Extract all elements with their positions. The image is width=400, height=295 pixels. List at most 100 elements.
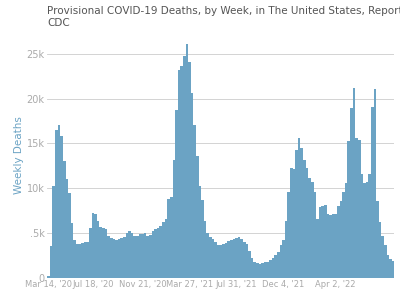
Bar	[355, 138, 358, 278]
Bar	[272, 258, 274, 278]
Bar	[162, 222, 165, 278]
Bar	[157, 227, 160, 278]
Bar	[144, 233, 146, 278]
Bar	[154, 229, 157, 278]
Bar	[280, 245, 282, 278]
Bar	[235, 238, 238, 278]
Bar	[389, 259, 392, 278]
Bar	[363, 183, 366, 278]
Bar	[118, 239, 120, 278]
Bar	[329, 215, 332, 278]
Bar	[238, 237, 240, 278]
Bar	[321, 206, 324, 278]
Bar	[55, 130, 58, 278]
Bar	[240, 239, 243, 278]
Bar	[379, 222, 381, 278]
Bar	[167, 199, 170, 278]
Bar	[58, 125, 60, 278]
Bar	[194, 124, 196, 278]
Bar	[160, 226, 162, 278]
Bar	[316, 219, 319, 278]
Bar	[340, 201, 342, 278]
Bar	[204, 221, 206, 278]
Bar	[78, 244, 81, 278]
Bar	[274, 255, 277, 278]
Bar	[360, 174, 363, 278]
Bar	[306, 168, 308, 278]
Bar	[353, 88, 355, 278]
Bar	[222, 244, 225, 278]
Bar	[136, 236, 139, 278]
Bar	[342, 192, 345, 278]
Bar	[334, 214, 337, 278]
Bar	[368, 174, 371, 278]
Bar	[126, 233, 128, 278]
Bar	[337, 206, 340, 278]
Bar	[165, 219, 167, 278]
Bar	[392, 261, 394, 278]
Bar	[319, 207, 321, 278]
Bar	[303, 160, 306, 278]
Bar	[288, 192, 290, 278]
Bar	[152, 231, 154, 278]
Bar	[191, 93, 194, 278]
Bar	[86, 242, 89, 278]
Bar	[110, 238, 112, 278]
Bar	[66, 179, 68, 278]
Bar	[371, 107, 374, 278]
Bar	[71, 223, 73, 278]
Bar	[308, 178, 311, 278]
Bar	[314, 192, 316, 278]
Bar	[220, 245, 222, 278]
Bar	[248, 251, 251, 278]
Bar	[81, 243, 84, 278]
Bar	[175, 110, 178, 278]
Bar	[290, 168, 293, 278]
Bar	[376, 201, 379, 278]
Bar	[180, 66, 183, 278]
Bar	[47, 276, 50, 278]
Bar	[199, 186, 201, 278]
Bar	[217, 245, 220, 278]
Text: Provisional COVID-19 Deaths, by Week, in The United States, Reported to
CDC: Provisional COVID-19 Deaths, by Week, in…	[47, 6, 400, 28]
Bar	[374, 89, 376, 278]
Bar	[214, 242, 217, 278]
Bar	[63, 161, 66, 278]
Bar	[196, 156, 199, 278]
Bar	[170, 197, 172, 278]
Bar	[266, 262, 269, 278]
Bar	[298, 138, 300, 278]
Bar	[139, 234, 141, 278]
Bar	[350, 109, 353, 278]
Bar	[201, 200, 204, 278]
Bar	[384, 245, 387, 278]
Bar	[186, 44, 188, 278]
Bar	[332, 214, 334, 278]
Bar	[94, 214, 97, 278]
Bar	[131, 233, 133, 278]
Bar	[300, 148, 303, 278]
Bar	[146, 237, 149, 278]
Bar	[295, 150, 298, 278]
Bar	[232, 239, 235, 278]
Bar	[387, 255, 389, 278]
Bar	[133, 236, 136, 278]
Bar	[172, 160, 175, 278]
Bar	[269, 260, 272, 278]
Bar	[254, 262, 256, 278]
Bar	[68, 193, 71, 278]
Bar	[345, 183, 348, 278]
Bar	[293, 169, 295, 278]
Bar	[285, 221, 288, 278]
Bar	[120, 238, 123, 278]
Bar	[89, 228, 92, 278]
Bar	[84, 242, 86, 278]
Bar	[107, 236, 110, 278]
Bar	[256, 263, 259, 278]
Bar	[225, 243, 227, 278]
Bar	[123, 237, 126, 278]
Bar	[243, 242, 246, 278]
Bar	[227, 241, 230, 278]
Bar	[209, 237, 212, 278]
Bar	[259, 264, 261, 278]
